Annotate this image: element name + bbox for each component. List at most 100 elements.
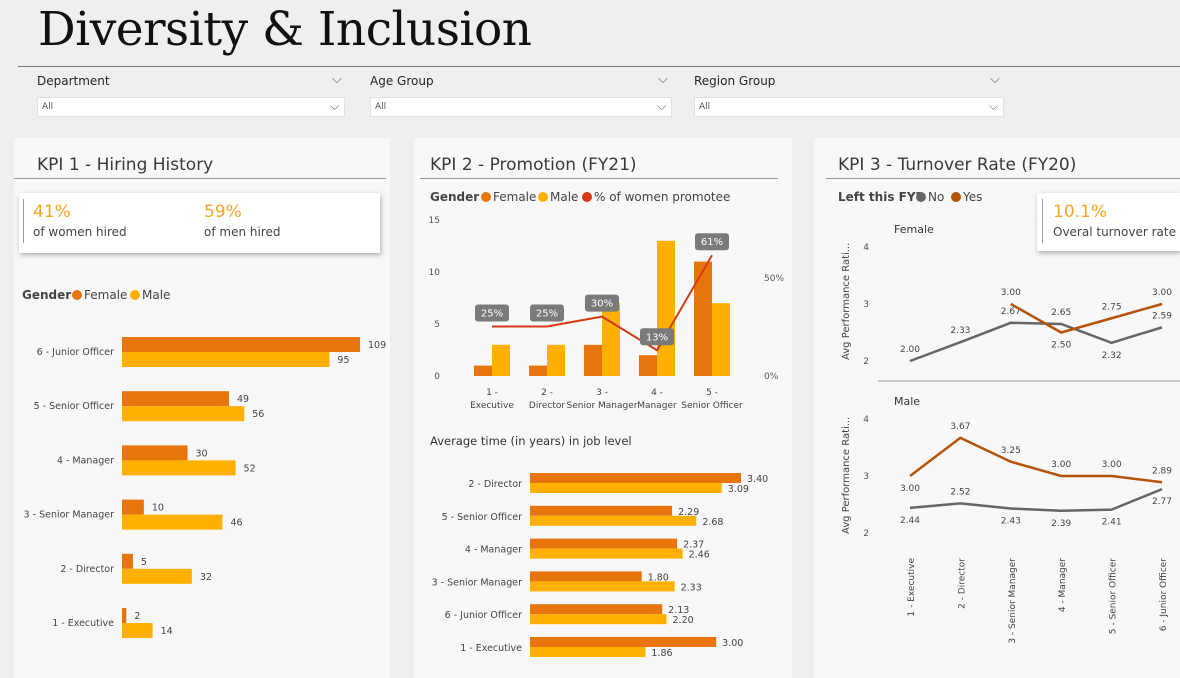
bar-female-4-manager xyxy=(122,445,188,461)
category-label-3-senior-manager: 3 - Senior Manager xyxy=(432,577,523,588)
women-hired-label: of women hired xyxy=(33,225,127,239)
data-label-female-no: 2.33 xyxy=(950,326,970,336)
promotee-label-bg xyxy=(530,304,564,322)
legend-promotee: % of women promotee xyxy=(594,190,730,204)
promotee-data-label: 13% xyxy=(646,332,668,343)
y-tick-label: 10 xyxy=(429,268,441,278)
male-panel-label: Male xyxy=(894,395,920,408)
y-tick-label: 2 xyxy=(863,529,869,539)
data-label-female-3-senior-manager: 10 xyxy=(152,503,164,514)
data-label-male-no: 2.44 xyxy=(900,516,920,526)
data-label-female-4-manager: 2.37 xyxy=(683,540,704,551)
data-label-male-yes: 3.67 xyxy=(950,422,970,432)
region-group-value: All xyxy=(699,102,711,112)
bar-female-5-senior-officer xyxy=(530,505,673,516)
data-label-male-6-junior-officer: 2.20 xyxy=(673,615,694,626)
data-label-male-4-manager: 52 xyxy=(244,463,256,474)
x-tick-label-4-manager: 4 -Manager xyxy=(637,388,677,411)
bar-male-2-director xyxy=(547,344,565,376)
promotee-label-bg xyxy=(695,233,729,251)
category-label-4-manager: 4 - Manager xyxy=(465,545,522,556)
bar-male-5-senior-officer xyxy=(712,303,730,376)
data-label-male-no: 2.52 xyxy=(950,487,970,497)
category-label-3-senior-manager: 3 - Senior Manager xyxy=(24,510,115,521)
data-label-male-yes: 2.89 xyxy=(1152,466,1172,476)
chevron-down-icon[interactable]: ⌵ xyxy=(658,72,668,87)
legend-male-marker xyxy=(130,290,140,300)
bar-male-3-senior-manager xyxy=(122,514,223,530)
legend-promotee-marker xyxy=(582,192,592,202)
y-tick-label: 4 xyxy=(863,243,869,253)
legend-no: No xyxy=(928,190,944,204)
data-label-male-5-senior-officer: 56 xyxy=(252,409,264,420)
data-label-male-1-executive: 1.86 xyxy=(651,648,672,659)
legend-female-marker xyxy=(72,290,82,300)
category-label-5-senior-officer: 5 - Senior Officer xyxy=(442,512,523,523)
legend-title: Gender xyxy=(430,190,479,204)
data-label-female-no: 2.32 xyxy=(1102,351,1122,361)
data-label-female-no: 2.00 xyxy=(900,345,920,355)
y-tick-label: 5 xyxy=(434,320,440,330)
x-tick-label-6-junior-officer: 6 - Junior Officer xyxy=(1159,558,1169,632)
category-label-4-manager: 4 - Manager xyxy=(57,455,114,466)
turnover-rate-label: Overal turnover rate xyxy=(1053,225,1176,239)
data-label-female-yes: 3.00 xyxy=(1001,288,1021,298)
kpi3-title-rule xyxy=(826,178,1180,179)
data-label-female-2-director: 3.40 xyxy=(747,474,768,485)
data-label-male-no: 2.41 xyxy=(1102,518,1122,528)
bar-female-5-senior-officer xyxy=(694,261,712,376)
legend-female: Female xyxy=(493,190,536,204)
bar-female-6-junior-officer xyxy=(122,337,360,352)
kpi1-title-rule xyxy=(14,178,386,179)
data-label-female-yes: 3.00 xyxy=(1152,288,1172,298)
promotee-label-bg xyxy=(585,294,619,312)
category-label-2-director: 2 - Director xyxy=(468,479,522,490)
chevron-down-icon[interactable]: ⌵ xyxy=(332,72,342,87)
data-label-male-3-senior-manager: 46 xyxy=(230,518,242,529)
title-divider xyxy=(18,66,1180,67)
kpi2-title: KPI 2 - Promotion (FY21) xyxy=(430,155,637,175)
data-label-male-no: 2.77 xyxy=(1152,497,1172,507)
promotion-chart: Gender Female Male % of women promotee A… xyxy=(429,190,785,659)
legend-female: Female xyxy=(84,288,127,302)
x-tick-label-2-director: 2 - Director xyxy=(957,558,967,609)
region-group-dropdown[interactable]: All ⌵ xyxy=(694,97,1004,117)
data-label-female-5-senior-officer: 49 xyxy=(237,394,249,405)
promotee-data-label: 61% xyxy=(701,237,723,248)
kpi2-title-rule xyxy=(420,178,778,179)
hiring-history-chart: Gender Female Male 6 - Junior Officer109… xyxy=(22,288,386,638)
turnover-chart: Left this FY? No Yes Female Male Avg Per… xyxy=(838,190,1180,644)
data-label-female-1-executive: 3.00 xyxy=(722,638,743,649)
bar-female-6-junior-officer xyxy=(530,604,663,615)
bar-female-5-senior-officer xyxy=(122,391,229,407)
promotee-label-bg xyxy=(475,304,509,322)
data-label-female-2-director: 5 xyxy=(141,557,147,568)
line-male-no xyxy=(909,487,1163,513)
promotee-data-label: 25% xyxy=(481,309,503,320)
legend-male: Male xyxy=(142,288,170,302)
bar-female-1-executive xyxy=(474,365,492,376)
chevron-down-icon[interactable]: ⌵ xyxy=(990,72,1000,87)
age-group-slicer-label: Age Group xyxy=(370,74,434,88)
bar-male-3-senior-manager xyxy=(530,581,675,592)
data-label-male-yes: 3.00 xyxy=(900,484,920,494)
category-label-1-executive: 1 - Executive xyxy=(52,618,114,629)
line-female-no xyxy=(909,321,1163,363)
bar-female-1-executive xyxy=(530,637,717,647)
bar-male-4-manager xyxy=(122,460,236,476)
kpi3-title: KPI 3 - Turnover Rate (FY20) xyxy=(838,155,1077,175)
women-hired-value: 41% xyxy=(33,202,71,222)
data-label-female-no: 2.67 xyxy=(1001,307,1021,317)
department-dropdown[interactable]: All ⌵ xyxy=(37,97,345,117)
category-label-1-executive: 1 - Executive xyxy=(460,643,522,654)
data-label-female-yes: 2.75 xyxy=(1102,302,1122,312)
age-group-dropdown[interactable]: All ⌵ xyxy=(370,97,672,117)
legend-title: Left this FY? xyxy=(838,190,923,204)
bar-male-6-junior-officer xyxy=(530,614,667,625)
line-female-yes xyxy=(1010,302,1163,334)
y-tick-label: 0 xyxy=(434,372,440,382)
data-label-female-yes: 2.50 xyxy=(1051,341,1071,351)
legend-no-marker xyxy=(916,192,926,202)
bar-male-5-senior-officer xyxy=(122,406,245,422)
kpi1-title: KPI 1 - Hiring History xyxy=(37,155,214,175)
